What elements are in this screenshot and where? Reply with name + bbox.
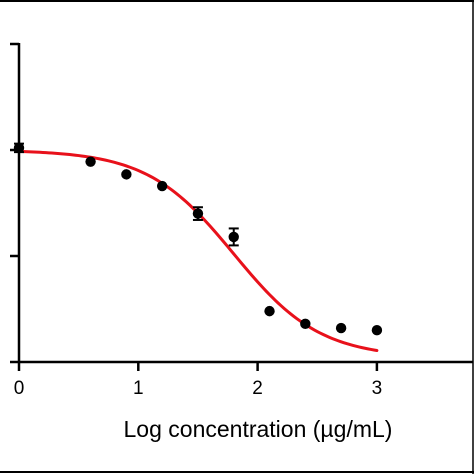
x-axis-label: Log concentration (µg/mL) — [124, 416, 393, 442]
axes: 0 1 2 3 — [10, 42, 473, 399]
fit-curve-layer — [17, 149, 379, 352]
data-point — [192, 208, 204, 219]
x-tick-label: 1 — [133, 378, 144, 399]
fit-curve — [17, 149, 379, 352]
data-point — [121, 169, 132, 180]
x-tick-label: 2 — [252, 378, 263, 399]
data-point — [13, 142, 25, 154]
data-point — [371, 325, 383, 336]
data-point — [85, 156, 96, 167]
data-point — [264, 305, 275, 317]
x-tick-label: 0 — [14, 378, 25, 399]
data-point — [300, 318, 311, 330]
data-point — [228, 231, 239, 243]
data-point — [156, 180, 168, 192]
x-tick-label: 3 — [372, 378, 383, 399]
data-point — [335, 322, 347, 334]
data-points-layer — [13, 142, 383, 336]
